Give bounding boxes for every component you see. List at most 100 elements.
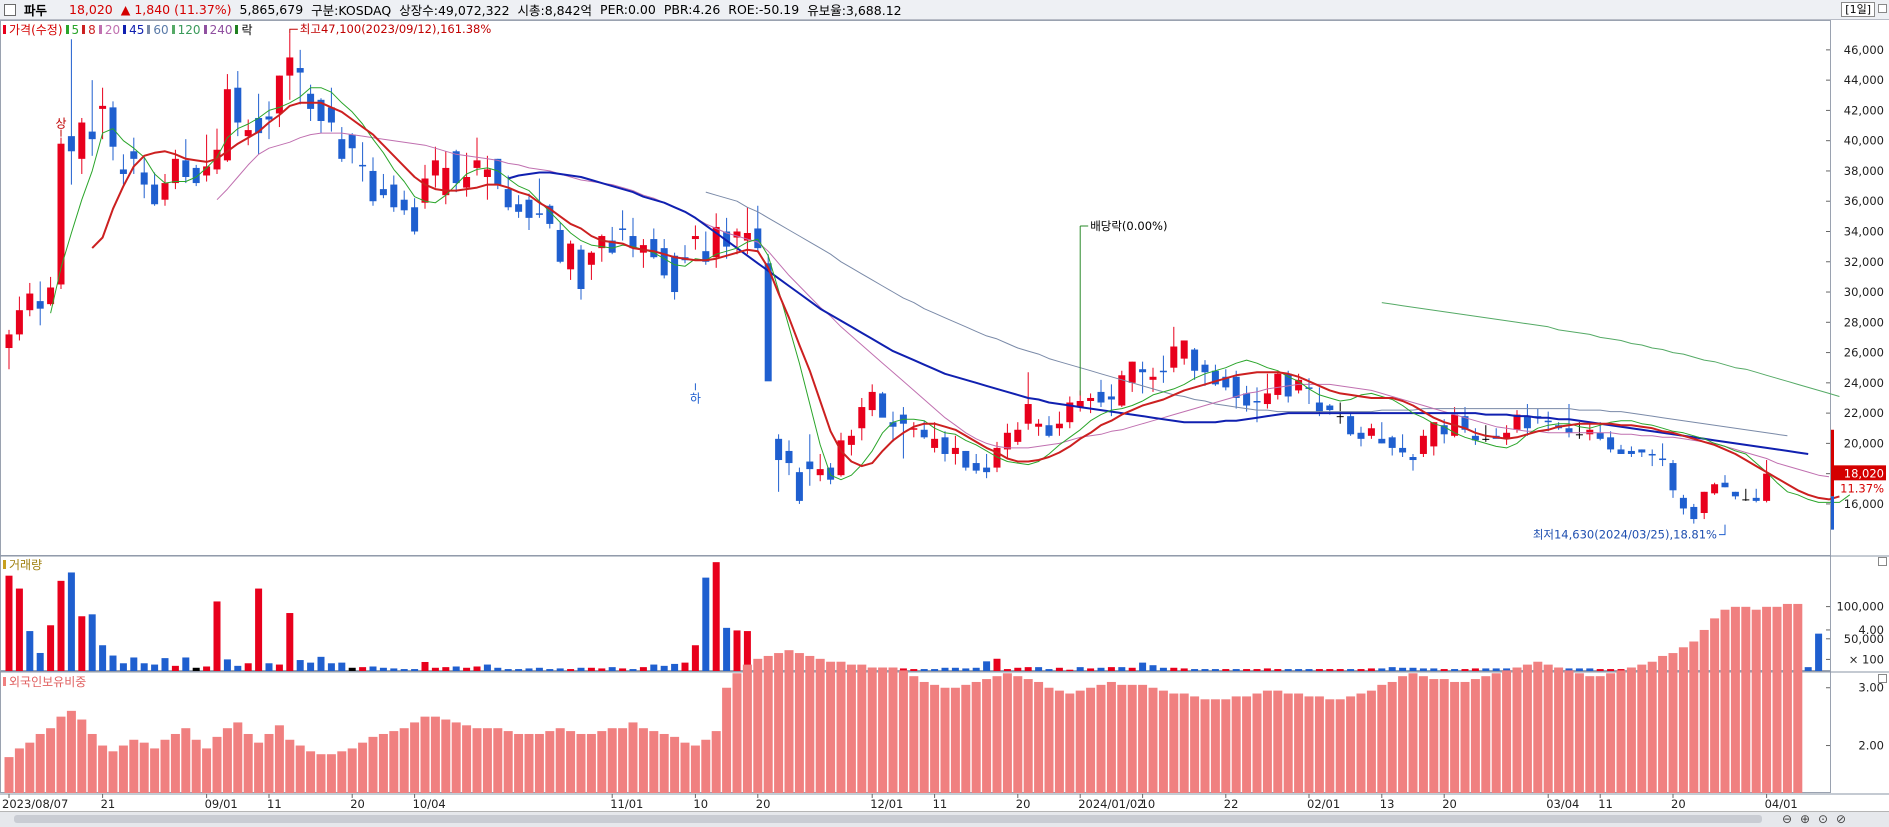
candle-body[interactable] bbox=[858, 407, 866, 429]
foreign-ratio-bar[interactable] bbox=[867, 667, 877, 793]
foreign-ratio-bar[interactable] bbox=[742, 664, 752, 793]
foreign-ratio-bar[interactable] bbox=[930, 684, 940, 793]
candle-body[interactable] bbox=[1076, 401, 1084, 408]
foreign-ratio-bar[interactable] bbox=[1304, 696, 1314, 793]
candle-body[interactable] bbox=[723, 231, 731, 247]
candle-body[interactable] bbox=[161, 183, 169, 200]
volume-bar[interactable] bbox=[88, 614, 96, 671]
candle-body[interactable] bbox=[1253, 401, 1261, 403]
foreign-ratio-bar[interactable] bbox=[1782, 603, 1792, 793]
panel-close-icon[interactable] bbox=[1878, 4, 1887, 13]
foreign-ratio-bar[interactable] bbox=[233, 722, 243, 793]
candle-body[interactable] bbox=[452, 151, 460, 184]
volume-bar[interactable] bbox=[962, 668, 970, 671]
volume-bar[interactable] bbox=[1222, 669, 1230, 671]
volume-bar[interactable] bbox=[504, 669, 512, 671]
candle-body[interactable] bbox=[1378, 438, 1386, 444]
volume-bar[interactable] bbox=[1461, 669, 1469, 671]
candle-body[interactable] bbox=[1014, 429, 1022, 442]
foreign-ratio-bar[interactable] bbox=[1751, 609, 1761, 793]
zoom-out-icon[interactable]: ⊖ bbox=[1782, 812, 1793, 826]
volume-bar[interactable] bbox=[1263, 668, 1271, 671]
foreign-ratio-bar[interactable] bbox=[1658, 655, 1668, 793]
volume-bar[interactable] bbox=[702, 577, 710, 671]
candle-body[interactable] bbox=[691, 236, 699, 240]
volume-bar[interactable] bbox=[1586, 668, 1594, 671]
foreign-ratio-bar[interactable] bbox=[784, 650, 794, 793]
volume-bar[interactable] bbox=[223, 659, 231, 671]
volume-bar[interactable] bbox=[1128, 667, 1136, 671]
volume-bar[interactable] bbox=[1066, 669, 1074, 671]
candle-body[interactable] bbox=[473, 160, 481, 168]
select-checkbox[interactable] bbox=[4, 3, 16, 16]
foreign-ratio-bar[interactable] bbox=[1356, 693, 1366, 793]
volume-bar[interactable] bbox=[1336, 669, 1344, 671]
volume-bar[interactable] bbox=[203, 666, 211, 671]
candle-body[interactable] bbox=[567, 243, 575, 270]
foreign-ratio-bar[interactable] bbox=[254, 742, 264, 793]
foreign-ratio-bar[interactable] bbox=[1138, 684, 1148, 793]
candle-body[interactable] bbox=[1430, 422, 1438, 447]
foreign-ratio-bar[interactable] bbox=[992, 676, 1002, 793]
candle-body[interactable] bbox=[1274, 373, 1282, 395]
candle-body[interactable] bbox=[702, 251, 710, 262]
foreign-ratio-bar[interactable] bbox=[524, 733, 534, 793]
foreign-ratio-bar[interactable] bbox=[545, 731, 555, 793]
foreign-ratio-bar[interactable] bbox=[1044, 687, 1054, 793]
candle-body[interactable] bbox=[1669, 463, 1677, 491]
candle-body[interactable] bbox=[244, 130, 252, 137]
volume-bar[interactable] bbox=[421, 661, 429, 671]
candle-body[interactable] bbox=[421, 178, 429, 203]
candle-body[interactable] bbox=[941, 437, 949, 454]
candle-body[interactable] bbox=[587, 252, 595, 265]
candle-body[interactable] bbox=[379, 189, 387, 196]
volume-bar[interactable] bbox=[733, 630, 741, 671]
candle-body[interactable] bbox=[1617, 449, 1625, 454]
candle-body[interactable] bbox=[785, 450, 793, 464]
candle-body[interactable] bbox=[151, 184, 159, 205]
candle-body[interactable] bbox=[359, 164, 367, 167]
foreign-ratio-bar[interactable] bbox=[389, 731, 399, 793]
legend-volume[interactable]: 거래량 bbox=[9, 558, 43, 572]
volume-bar[interactable] bbox=[681, 662, 689, 671]
foreign-ratio-bar[interactable] bbox=[514, 733, 524, 793]
foreign-ratio-bar[interactable] bbox=[1730, 606, 1740, 793]
volume-bar[interactable] bbox=[1139, 662, 1147, 671]
candle-body[interactable] bbox=[1087, 397, 1095, 402]
candle-body[interactable] bbox=[962, 450, 970, 468]
candle-body[interactable] bbox=[1461, 416, 1469, 430]
zoom-reset-icon[interactable]: ⊘ bbox=[1836, 812, 1847, 826]
candle-body[interactable] bbox=[1752, 497, 1760, 501]
foreign-ratio-bar[interactable] bbox=[597, 731, 607, 793]
candle-body[interactable] bbox=[1128, 361, 1136, 383]
volume-bar[interactable] bbox=[338, 662, 346, 671]
candle-body[interactable] bbox=[993, 447, 1001, 468]
volume-bar[interactable] bbox=[327, 663, 335, 671]
volume-bar[interactable] bbox=[691, 645, 699, 671]
foreign-ratio-bar[interactable] bbox=[1668, 653, 1678, 793]
legend-ma60[interactable]: 60 bbox=[153, 22, 169, 37]
candle-body[interactable] bbox=[671, 255, 679, 293]
foreign-ratio-bar[interactable] bbox=[1314, 696, 1324, 793]
volume-bar[interactable] bbox=[1024, 667, 1032, 671]
candle-body[interactable] bbox=[1575, 434, 1583, 436]
candle-body[interactable] bbox=[1679, 497, 1687, 509]
candle-body[interactable] bbox=[1638, 449, 1646, 453]
volume-bar[interactable] bbox=[192, 667, 200, 671]
candle-body[interactable] bbox=[1170, 346, 1178, 368]
volume-bar[interactable] bbox=[910, 669, 918, 671]
foreign-ratio-bar[interactable] bbox=[222, 728, 232, 793]
volume-bar[interactable] bbox=[598, 668, 606, 671]
volume-bar[interactable] bbox=[140, 663, 148, 671]
volume-bar[interactable] bbox=[1159, 667, 1167, 671]
foreign-ratio-bar[interactable] bbox=[1564, 670, 1574, 793]
foreign-ratio-bar[interactable] bbox=[1450, 681, 1460, 793]
volume-bar[interactable] bbox=[535, 667, 543, 671]
volume-bar[interactable] bbox=[1482, 668, 1490, 671]
candle-body[interactable] bbox=[764, 263, 772, 382]
volume-bar[interactable] bbox=[671, 663, 679, 671]
candle-body[interactable] bbox=[5, 334, 13, 349]
candle-body[interactable] bbox=[1503, 432, 1511, 439]
foreign-ratio-bar[interactable] bbox=[1512, 667, 1522, 793]
foreign-ratio-bar[interactable] bbox=[482, 728, 492, 793]
